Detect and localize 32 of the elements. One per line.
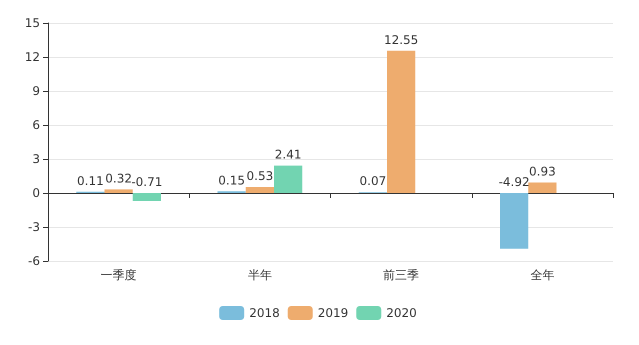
y-tick-label: 0 xyxy=(32,186,40,200)
x-tick-label: 全年 xyxy=(530,268,554,282)
data-label: 0.11 xyxy=(77,174,104,188)
bar xyxy=(104,189,133,193)
bar xyxy=(387,50,416,193)
bar xyxy=(528,182,556,193)
data-label: 0.07 xyxy=(360,174,386,188)
data-label: -0.71 xyxy=(131,175,162,189)
y-tick-label: -6 xyxy=(28,254,40,268)
data-label: 0.32 xyxy=(105,171,132,186)
data-label: -4.92 xyxy=(498,175,530,189)
bar xyxy=(246,186,274,193)
legend-label: 2018 xyxy=(249,306,280,320)
data-label: 12.55 xyxy=(384,32,418,47)
x-tick-label: 前三季 xyxy=(383,268,420,282)
legend-label: 2020 xyxy=(386,306,417,320)
y-tick-label: 6 xyxy=(32,118,40,132)
y-tick-label: 3 xyxy=(32,152,40,166)
bar xyxy=(500,193,528,249)
data-label: 2.41 xyxy=(274,148,302,162)
x-tick-label: 一季度 xyxy=(100,268,137,282)
y-tick-label: 15 xyxy=(24,16,40,30)
data-label: 0.53 xyxy=(246,168,274,183)
data-label: 0.15 xyxy=(218,173,245,188)
legend-label: 2019 xyxy=(318,306,348,320)
data-label: 0.93 xyxy=(529,164,556,178)
x-tick-label: 半年 xyxy=(248,268,272,282)
bar xyxy=(274,166,302,193)
y-tick-label: -3 xyxy=(28,220,40,234)
y-tick-label: 12 xyxy=(24,50,40,64)
bar xyxy=(132,193,161,202)
y-tick-label: 9 xyxy=(32,84,40,98)
